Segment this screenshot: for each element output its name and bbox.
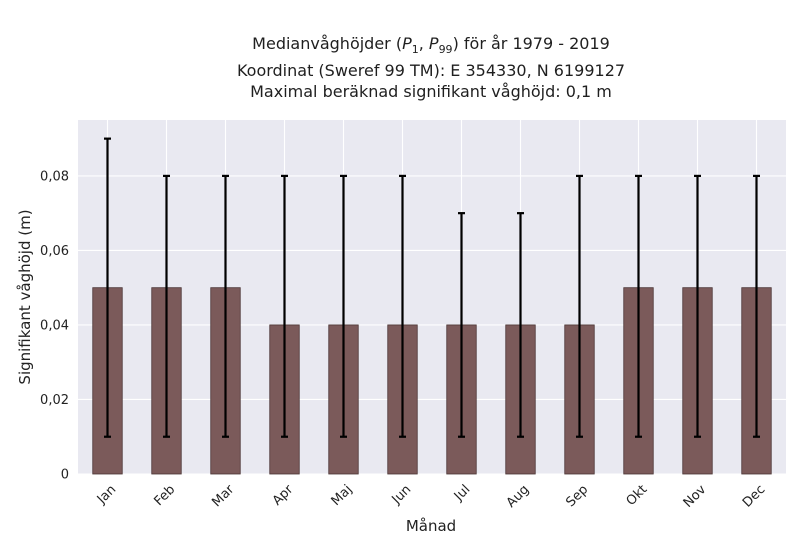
error-bar-apr <box>281 174 288 438</box>
x-tick-label-apr: Apr <box>270 482 297 509</box>
title-line-1-suffix: ) för år 1979 - 2019 <box>452 34 610 53</box>
x-tick-label-nov: Nov <box>681 482 710 511</box>
error-bar-jan <box>104 137 111 438</box>
error-bar-jun <box>399 174 406 438</box>
x-tick-label-okt: Okt <box>624 482 651 509</box>
error-bars <box>104 137 760 438</box>
x-tick-label-sep: Sep <box>563 482 591 510</box>
title-p-low-subscript: 1 <box>411 43 419 57</box>
error-bar-feb <box>163 174 170 438</box>
y-tick-label: 0,02 <box>40 393 69 408</box>
x-tick-label-feb: Feb <box>151 482 178 509</box>
title-p-high-subscript: 99 <box>438 43 453 57</box>
y-tick-labels: 0 0,02 0,04 0,06 0,08 <box>40 169 69 482</box>
x-axis-label: Månad <box>406 517 456 535</box>
error-bar-jul <box>458 212 465 438</box>
error-bar-okt <box>635 174 642 438</box>
y-tick-label: 0,04 <box>40 318 69 333</box>
error-bar-maj <box>340 174 347 438</box>
error-bar-nov <box>694 174 701 438</box>
x-tick-label-jan: Jan <box>94 482 119 507</box>
x-tick-labels: Jan Feb Mar Apr Maj Jun Jul Aug Sep Okt Nov Dec <box>94 482 768 511</box>
error-bar-mar <box>222 174 229 438</box>
y-tick-label: 0,06 <box>40 244 69 259</box>
plot-area <box>78 120 786 474</box>
x-tick-label-maj: Maj <box>329 482 356 509</box>
x-tick-label-aug: Aug <box>504 482 533 511</box>
error-bar-aug <box>517 212 524 438</box>
title-line-1: Medianvåghöjder (P1, P99) för år 1979 - … <box>0 33 800 60</box>
chart-title: Medianvåghöjder (P1, P99) för år 1979 - … <box>0 33 800 102</box>
title-p-low-symbol: P <box>402 34 412 53</box>
title-line-3: Maximal beräknad signifikant våghöjd: 0,… <box>250 82 612 102</box>
error-bar-sep <box>576 174 583 438</box>
title-line-1-prefix: Medianvåghöjder ( <box>252 34 403 53</box>
x-tick-label-jun: Jun <box>389 482 415 508</box>
x-tick-label-mar: Mar <box>209 482 237 510</box>
y-axis-label: Signifikant våghöjd (m) <box>16 209 34 384</box>
title-p-high-symbol: P <box>428 34 439 53</box>
title-p-separator: , <box>418 34 429 53</box>
x-tick-label-jul: Jul <box>451 482 473 504</box>
title-line-2: Koordinat (Sweref 99 TM): E 354330, N 61… <box>236 61 626 81</box>
x-tick-label-dec: Dec <box>740 482 768 510</box>
y-tick-label: 0,08 <box>40 169 69 184</box>
y-tick-label: 0 <box>61 468 69 483</box>
error-bar-dec <box>753 174 760 438</box>
